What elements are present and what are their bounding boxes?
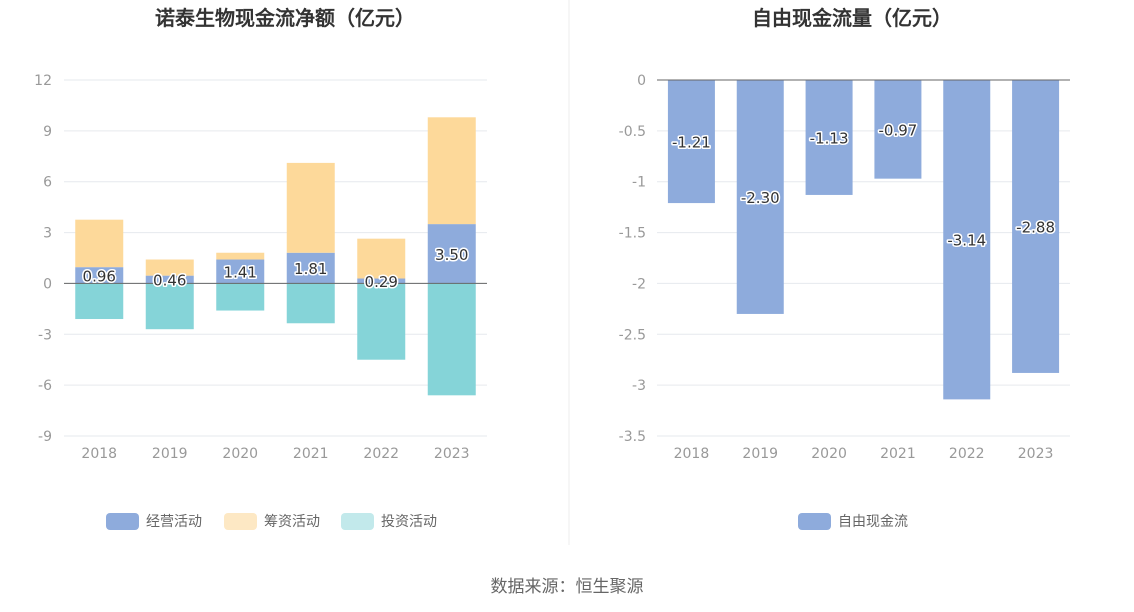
grid-lines [657,79,1070,437]
bar-2020-s2 [216,283,265,311]
bar-2018-s2 [75,283,124,320]
bar-2019-s0 [145,275,194,284]
legend-swatch-free-cash-flow [798,513,831,530]
bar-2021-s1 [286,162,335,253]
data-label: -0.97 [879,121,918,139]
x-tick-label: 2022 [949,446,985,462]
data-label: 0.96 [83,267,116,285]
x-tick-label: 2021 [880,446,916,462]
legend-label-financing: 筹资活动 [264,513,320,530]
data-label: 3.50 [435,246,468,264]
data-label: -3.14 [947,232,986,250]
legend-swatch-operating [106,513,139,530]
x-tick-label: 2019 [152,446,188,462]
y-tick-label: -3.5 [619,429,646,445]
bar-2021-s0 [874,80,922,179]
legend: 经营活动 筹资活动 投资活动 [106,513,437,530]
data-label: 0.46 [153,272,186,290]
data-label: 0.29 [365,273,398,291]
y-axis-ticks: 12 9 6 3 0 -3 -6 -9 [34,73,52,445]
legend-label-investing: 投资活动 [381,514,437,530]
data-label: 1.41 [224,263,257,281]
y-tick-label: -3 [38,327,52,343]
y-tick-label: 9 [43,124,52,140]
y-tick-label: 6 [43,175,52,191]
legend-label-operating: 经营活动 [146,514,202,530]
chart-title: 自由现金流量（亿元） [752,6,952,30]
legend-item-free-cash-flow[interactable]: 自由现金流 [798,513,908,530]
y-tick-label: -2.5 [619,327,646,343]
x-tick-label: 2020 [811,446,847,462]
bar-2022-s1 [357,238,406,279]
bar-2021-s0 [286,252,335,284]
bar-2023-s2 [427,283,476,396]
bar-2023-s0 [1012,80,1060,373]
bar-2018-s0 [75,267,124,284]
cash-flow-net-chart: 诺泰生物现金流净额（亿元） 12 9 6 3 0 -3 -6 -9 0.96 0.46 1.41 1… [34,6,487,530]
bar-2020-s0 [216,259,265,284]
x-tick-label: 2018 [674,446,710,462]
y-tick-label: -2 [632,276,646,292]
grid-lines [64,79,487,437]
bar-2018-s0 [667,80,715,204]
bar-2021-s2 [286,283,335,324]
bar-2020-s1 [216,252,265,260]
legend: 自由现金流 [798,513,908,530]
x-tick-label: 2023 [434,446,470,462]
free-cash-flow-chart: 自由现金流量（亿元） 0 -0.5 -1 -1.5 -2 -2.5 -3 -3.5 -1.21… [619,6,1070,530]
x-tick-label: 2021 [293,446,329,462]
data-label: -1.21 [672,134,711,152]
bar-2020-s0 [805,80,853,195]
y-axis-ticks: 0 -0.5 -1 -1.5 -2 -2.5 -3 -3.5 [619,73,646,445]
y-tick-label: 3 [43,226,52,242]
bar-2019-s0 [736,80,784,314]
x-tick-label: 2020 [222,446,258,462]
legend-item-financing[interactable]: 筹资活动 [224,513,320,530]
data-labels: 0.96 0.46 1.41 1.81 0.29 3.50 [81,244,470,292]
y-tick-label: -3 [632,378,646,394]
bar-2018-s1 [75,219,124,268]
y-tick-label: -9 [38,429,52,445]
y-tick-label: -1 [632,175,646,191]
bar-2019-s2 [145,283,194,330]
bar-2019-s1 [145,259,194,276]
legend-label-free-cash-flow: 自由现金流 [838,514,908,530]
legend-swatch-investing [341,513,374,530]
y-tick-label: 12 [34,73,52,89]
legend-swatch-financing [224,513,257,530]
chart-title: 诺泰生物现金流净额（亿元） [155,6,415,30]
bar-2023-s1 [427,117,476,225]
y-tick-label: -6 [38,378,52,394]
bar-2022-s0 [357,278,406,284]
source-note: 数据来源：恒生聚源 [491,577,644,597]
legend-item-operating[interactable]: 经营活动 [106,513,202,530]
bar-2023-s0 [427,224,476,284]
y-tick-label: 0 [637,73,646,89]
y-tick-label: -0.5 [619,124,646,140]
bar-2022-s0 [943,80,991,400]
x-tick-label: 2023 [1018,446,1054,462]
data-label: 1.81 [294,260,327,278]
bars [667,80,1060,400]
x-axis-ticks: 2018 2019 2020 2021 2022 2023 [81,446,469,462]
data-label: -2.88 [1016,218,1055,236]
y-tick-label: -1.5 [619,226,646,242]
bar-2022-s2 [357,283,406,360]
x-tick-label: 2018 [81,446,117,462]
x-tick-label: 2022 [363,446,399,462]
data-label: -2.30 [741,189,780,207]
legend-item-investing[interactable]: 投资活动 [341,513,437,530]
data-label: -1.13 [810,129,849,147]
x-axis-ticks: 2018 2019 2020 2021 2022 2023 [674,446,1054,462]
y-tick-label: 0 [43,276,52,292]
x-tick-label: 2019 [742,446,778,462]
bars [75,117,476,396]
data-labels: -1.21 -2.30 -1.13 -0.97 -3.14 -2.88 [671,120,1057,251]
